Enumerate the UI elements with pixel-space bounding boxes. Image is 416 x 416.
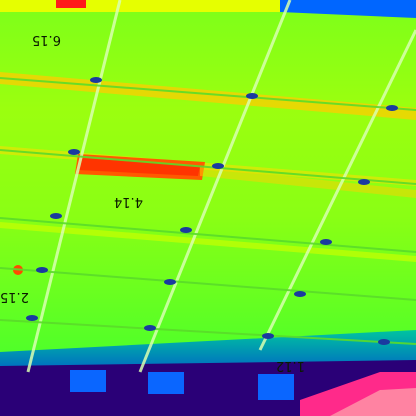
warm-band-3	[200, 167, 416, 198]
panel-seams-horizontal	[0, 77, 416, 345]
bottom-bracket-2	[148, 372, 184, 394]
hot-spot-core	[78, 158, 200, 176]
warm-band-1	[0, 72, 416, 120]
top-left-hot-mark	[56, 0, 86, 8]
warm-band-4	[0, 222, 416, 262]
temperature-label-1-12: 1.12	[276, 358, 305, 373]
bottom-bracket-3	[258, 374, 294, 400]
panel-seams-vertical	[26, 0, 416, 373]
top-right-strip	[280, 0, 416, 18]
bottom-right-hot-core	[330, 388, 416, 416]
seam-intersections	[26, 77, 398, 345]
temperature-label-2-15: 2.15	[0, 289, 29, 304]
temperature-label-4-14: 4.14	[114, 194, 143, 209]
temperature-label-6-15: 6.15	[32, 32, 61, 47]
bottom-bracket-1	[70, 370, 106, 392]
